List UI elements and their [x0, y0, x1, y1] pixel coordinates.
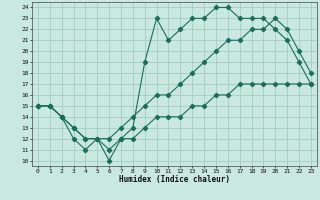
X-axis label: Humidex (Indice chaleur): Humidex (Indice chaleur) [119, 175, 230, 184]
